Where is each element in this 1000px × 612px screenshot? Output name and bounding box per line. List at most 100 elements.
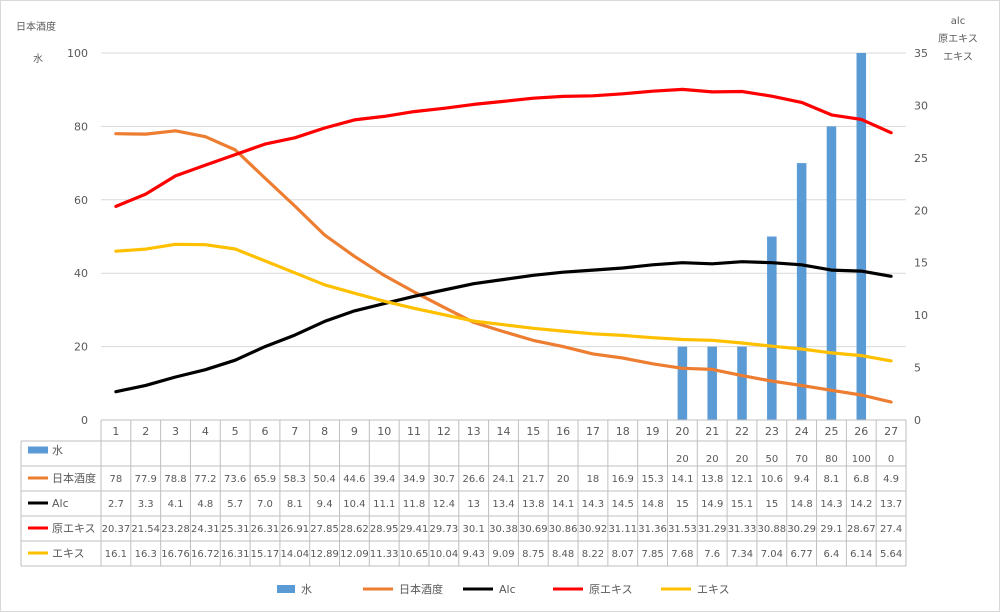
table-cell: 30.38 bbox=[489, 524, 518, 535]
table-cell: 50 bbox=[765, 454, 778, 465]
legend-key-bar bbox=[28, 446, 48, 454]
right-tick-label: 25 bbox=[914, 152, 928, 165]
series-line-原エキス bbox=[114, 87, 893, 208]
table-cell: 25.31 bbox=[221, 524, 250, 535]
table-cell: 7.04 bbox=[761, 549, 783, 560]
table-cell: 15.3 bbox=[641, 474, 663, 485]
left-tick-label: 0 bbox=[81, 414, 88, 427]
category-label: 2 bbox=[142, 425, 149, 438]
category-label: 15 bbox=[526, 425, 540, 438]
table-cell: 31.53 bbox=[668, 524, 697, 535]
left-axis-title: 日本酒度 bbox=[16, 20, 56, 33]
table-cell: 26.31 bbox=[251, 524, 280, 535]
table-cell: 29.41 bbox=[400, 524, 429, 535]
table-cell: 20 bbox=[676, 454, 689, 465]
category-label: 13 bbox=[467, 425, 481, 438]
table-cell: 7.85 bbox=[641, 549, 663, 560]
category-label: 14 bbox=[497, 425, 511, 438]
legend-label: エキス bbox=[697, 583, 730, 596]
row-label: 原エキス bbox=[52, 522, 96, 535]
table-cell: 31.11 bbox=[608, 524, 637, 535]
category-label: 12 bbox=[437, 425, 451, 438]
table-cell: 10.65 bbox=[400, 549, 429, 560]
left-tick-label: 60 bbox=[74, 194, 88, 207]
table-cell: 4.1 bbox=[168, 499, 184, 510]
row-label: Alc bbox=[52, 497, 69, 510]
legend-label: 水 bbox=[301, 583, 312, 596]
table-cell: 30.92 bbox=[579, 524, 608, 535]
table-cell: 5.7 bbox=[227, 499, 243, 510]
table-cell: 39.4 bbox=[373, 474, 395, 485]
category-label: 11 bbox=[407, 425, 421, 438]
table-cell: 73.6 bbox=[224, 474, 246, 485]
table-cell: 14.2 bbox=[850, 499, 872, 510]
table-cell: 16.31 bbox=[221, 549, 250, 560]
right-tick-label: 30 bbox=[914, 99, 928, 112]
table-cell: 2.7 bbox=[108, 499, 124, 510]
right-tick-label: 0 bbox=[914, 414, 921, 427]
bar bbox=[796, 163, 807, 420]
table-cell: 24.31 bbox=[191, 524, 220, 535]
category-label: 5 bbox=[232, 425, 239, 438]
table-cell: 30.7 bbox=[433, 474, 455, 485]
category-label: 22 bbox=[735, 425, 749, 438]
category-label: 6 bbox=[261, 425, 268, 438]
table-cell: 28.95 bbox=[370, 524, 399, 535]
table-cell: 29.73 bbox=[430, 524, 459, 535]
table-cell: 31.36 bbox=[638, 524, 667, 535]
table-cell: 0 bbox=[888, 454, 894, 465]
category-label: 25 bbox=[824, 425, 838, 438]
category-label: 9 bbox=[351, 425, 358, 438]
table-cell: 27.85 bbox=[310, 524, 339, 535]
right-axis-title: 原エキス bbox=[938, 33, 978, 45]
table-cell: 100 bbox=[852, 454, 871, 465]
table-cell: 18 bbox=[587, 474, 600, 485]
table-cell: 10.04 bbox=[430, 549, 459, 560]
table-cell: 77.2 bbox=[194, 474, 216, 485]
table-cell: 16.1 bbox=[105, 549, 127, 560]
right-axis-title: エキス bbox=[943, 52, 973, 63]
table-cell: 4.9 bbox=[883, 474, 899, 485]
table-cell: 8.1 bbox=[287, 499, 303, 510]
line-series bbox=[114, 87, 893, 404]
series-line-Alc bbox=[114, 260, 893, 394]
category-label: 23 bbox=[765, 425, 779, 438]
category-label: 18 bbox=[616, 425, 630, 438]
left-tick-label: 40 bbox=[74, 267, 88, 280]
category-label: 19 bbox=[646, 425, 660, 438]
table-cell: 14.5 bbox=[612, 499, 634, 510]
table-cell: 13.8 bbox=[522, 499, 544, 510]
table-cell: 14.1 bbox=[552, 499, 574, 510]
table-cell: 28.62 bbox=[340, 524, 369, 535]
table-cell: 15 bbox=[676, 499, 689, 510]
table-cell: 15.1 bbox=[731, 499, 753, 510]
category-label: 21 bbox=[705, 425, 719, 438]
table-cell: 14.8 bbox=[791, 499, 813, 510]
series-line-エキス bbox=[114, 242, 893, 363]
table-cell: 7.0 bbox=[257, 499, 273, 510]
right-tick-label: 5 bbox=[914, 362, 921, 375]
table-cell: 12.4 bbox=[433, 499, 455, 510]
bar bbox=[767, 236, 777, 420]
table-cell: 44.6 bbox=[343, 474, 365, 485]
table-cell: 12.1 bbox=[731, 474, 753, 485]
table-cell: 5.64 bbox=[880, 549, 902, 560]
table-cell: 8.75 bbox=[522, 549, 544, 560]
category-label: 4 bbox=[202, 425, 209, 438]
data-table: 1 2 3 4 5 6 7 8 9 10 11 12 13 14 15 16 17 18 19 20 21 22 23 24 2… bbox=[20, 419, 907, 567]
bar bbox=[707, 346, 717, 420]
category-label: 1 bbox=[112, 425, 119, 438]
table-cell: 29.1 bbox=[820, 524, 842, 535]
bar bbox=[677, 346, 688, 420]
right-axis-title: alc bbox=[951, 16, 965, 27]
row-label: 水 bbox=[52, 444, 63, 457]
category-label: 3 bbox=[172, 425, 179, 438]
table-cell: 30.86 bbox=[549, 524, 578, 535]
table-cell: 65.9 bbox=[254, 474, 276, 485]
table-cell: 16.9 bbox=[612, 474, 634, 485]
table-cell: 20 bbox=[736, 454, 749, 465]
table-cell: 10.6 bbox=[761, 474, 783, 485]
category-label: 24 bbox=[795, 425, 809, 438]
table-cell: 15.17 bbox=[251, 549, 280, 560]
